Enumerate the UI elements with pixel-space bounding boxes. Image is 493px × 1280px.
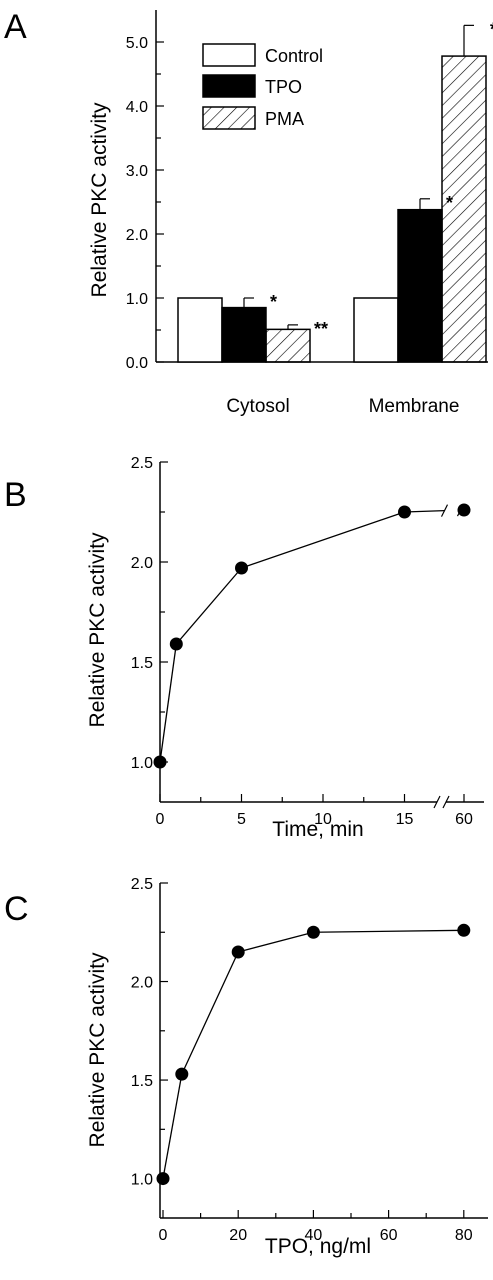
y-axis-title-c: Relative PKC activity xyxy=(86,952,109,1147)
y-tick-label: 3.0 xyxy=(126,163,148,180)
plot-c xyxy=(156,923,471,1186)
data-point xyxy=(175,1067,189,1081)
plot-b xyxy=(153,503,471,769)
x-axis-title-b: Time, min xyxy=(272,818,363,841)
data-point xyxy=(457,923,471,937)
y-tick-label: 1.0 xyxy=(126,291,148,308)
significance-mark: ** xyxy=(490,19,493,39)
significance-mark: ** xyxy=(314,319,328,339)
y-tick-label: 2.5 xyxy=(131,455,153,472)
y-axis-title-b: Relative PKC activity xyxy=(86,532,109,727)
bars-a: ****** xyxy=(177,19,493,363)
series-line-segment xyxy=(313,929,464,933)
y-tick-label: 2.0 xyxy=(126,227,148,244)
x-tick-label: 60 xyxy=(455,811,473,828)
axes-c: 1.0 1.5 2.0 2.5 0 20 40 60 80 xyxy=(131,876,488,1244)
y-tick-label: 2.0 xyxy=(131,975,153,992)
axes-b: 1.0 1.5 2.0 2.5 0 5 10 15 60 xyxy=(131,455,484,828)
panel-letter-a: A xyxy=(4,8,27,46)
data-point xyxy=(153,755,167,769)
axes-a: 0.0 1.0 2.0 3.0 4.0 5.0 Cytosol Membrane xyxy=(126,10,488,417)
x-axis-title-c: TPO, ng/ml xyxy=(265,1235,371,1258)
series-line-segment xyxy=(238,931,314,953)
y-tick-label: 2.5 xyxy=(131,876,153,893)
y-tick-label: 0.0 xyxy=(126,355,148,372)
series-line-segment xyxy=(404,510,445,513)
data-point xyxy=(457,503,471,517)
y-tick-label: 1.0 xyxy=(131,1172,153,1189)
chart-panel-c: Relative PKC activity TPO, ng/ml 1.0 1.5 2… xyxy=(86,876,488,1258)
y-axis-title-a: Relative PKC activity xyxy=(88,102,111,297)
x-tick-label: 20 xyxy=(229,1227,247,1244)
x-tick-label: 5 xyxy=(237,811,246,828)
line-break-mark xyxy=(440,504,449,517)
data-point xyxy=(398,505,411,519)
panel-letter-c: C xyxy=(4,890,29,928)
panel-letter-b: B xyxy=(4,476,27,514)
series-line-segment xyxy=(241,511,405,569)
category-label: Cytosol xyxy=(226,396,289,417)
data-point xyxy=(156,1172,170,1186)
x-tick-label: 10 xyxy=(314,811,332,828)
legend-swatch xyxy=(202,43,256,67)
x-tick-label: 0 xyxy=(159,1227,168,1244)
x-tick-label: 15 xyxy=(396,811,414,828)
axis-break-mark xyxy=(433,795,441,809)
x-tick-label: 80 xyxy=(455,1227,473,1244)
series-line-segment xyxy=(175,567,242,645)
y-tick-label: 1.5 xyxy=(131,655,153,672)
axis-break-mark xyxy=(442,795,450,809)
bar xyxy=(177,297,223,363)
y-tick-label: 4.0 xyxy=(126,99,148,116)
data-point xyxy=(231,945,245,959)
bar xyxy=(265,328,311,363)
series-line-segment xyxy=(181,951,239,1075)
legend-label: PMA xyxy=(265,109,304,129)
y-tick-label: 2.0 xyxy=(131,555,153,572)
significance-mark: * xyxy=(270,292,277,312)
bar xyxy=(221,306,267,363)
bar xyxy=(353,297,399,363)
x-tick-label: 0 xyxy=(156,811,165,828)
data-point xyxy=(306,925,320,939)
chart-panel-b: Relative PKC activity Time, min 1.0 1.5 2.… xyxy=(86,455,484,841)
legend-swatch xyxy=(202,74,256,98)
y-tick-label: 1.5 xyxy=(131,1073,153,1090)
legend-label: TPO xyxy=(265,77,302,97)
legend-a: Control TPO PMA xyxy=(202,43,323,130)
legend-swatch xyxy=(202,106,256,130)
x-tick-label: 40 xyxy=(305,1227,323,1244)
series-line-segment xyxy=(162,1074,183,1179)
data-point xyxy=(235,561,248,575)
bar xyxy=(441,55,487,363)
category-label: Membrane xyxy=(369,396,460,417)
y-tick-label: 1.0 xyxy=(131,755,153,772)
data-point xyxy=(169,637,183,651)
legend-label: Control xyxy=(265,46,323,66)
bar xyxy=(397,208,443,363)
chart-panel-a: Relative PKC activity 0.0 1.0 2.0 3.0 4.0 5.0… xyxy=(88,10,493,417)
y-tick-label: 5.0 xyxy=(126,35,148,52)
x-tick-label: 60 xyxy=(380,1227,398,1244)
series-line-segment xyxy=(159,643,177,763)
